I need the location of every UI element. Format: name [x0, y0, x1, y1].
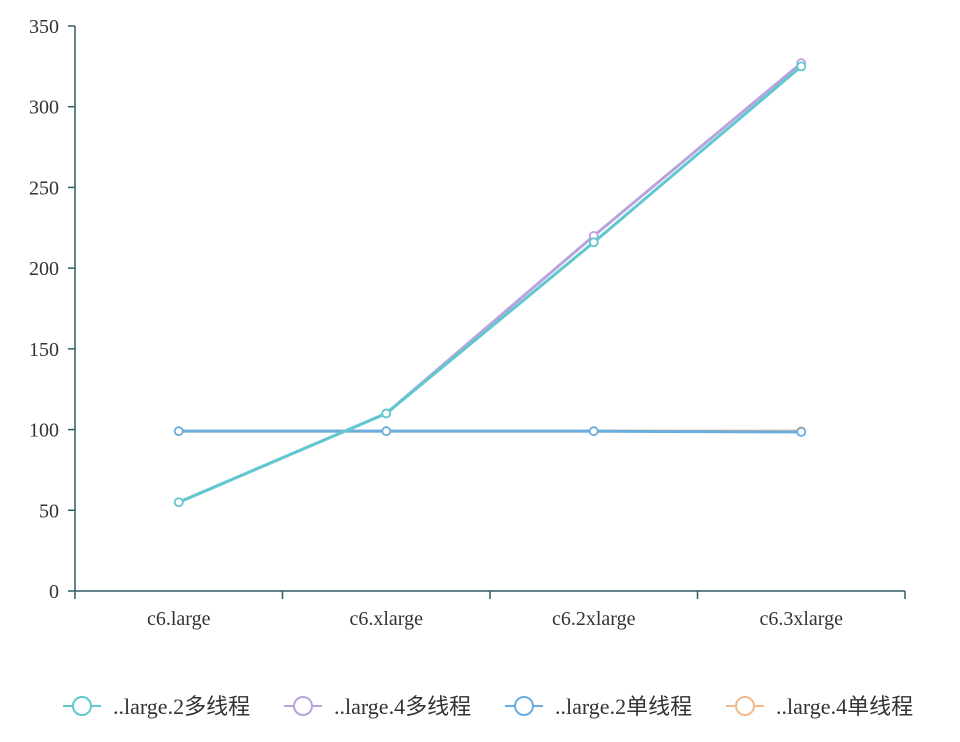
legend-label: ..large.4多线程: [334, 694, 471, 719]
data-point[interactable]: [381, 408, 392, 419]
data-point[interactable]: [796, 427, 807, 437]
x-tick-label: c6.xlarge: [350, 608, 424, 630]
y-tick-label: 50: [39, 500, 59, 522]
series-0: [173, 61, 807, 508]
data-point[interactable]: [796, 61, 807, 72]
series-layer: [173, 58, 807, 508]
legend-label: ..large.2单线程: [555, 694, 692, 719]
legend-item-3[interactable]: ..large.4单线程: [726, 694, 913, 719]
legend-label: ..large.2多线程: [113, 694, 250, 719]
legend-swatch-marker: [293, 696, 313, 716]
y-tick-label: 0: [49, 581, 59, 603]
legend-swatch-marker: [735, 696, 755, 716]
data-point[interactable]: [588, 237, 599, 248]
series-line: [178, 429, 802, 434]
legend-item-2[interactable]: ..large.2单线程: [505, 694, 692, 719]
data-point[interactable]: [588, 426, 599, 437]
y-tick-label: 100: [29, 420, 59, 442]
series-line: [178, 61, 803, 504]
series-2: [173, 426, 807, 437]
x-tick-label: c6.large: [147, 608, 211, 630]
series-1: [173, 58, 807, 508]
legend-item-1[interactable]: ..large.4多线程: [284, 694, 471, 719]
legend-item-0[interactable]: ..large.2多线程: [63, 694, 250, 719]
x-axis: c6.large c6.xlarge c6.2xlarge c6.3xlarge: [74, 590, 906, 630]
legend-swatch-marker: [72, 696, 92, 716]
x-tick-label: c6.2xlarge: [552, 608, 636, 630]
y-tick-label: 200: [29, 258, 59, 280]
data-point[interactable]: [173, 497, 184, 508]
legend-label: ..large.4单线程: [776, 694, 913, 719]
y-tick-label: 150: [29, 339, 59, 361]
series-line: [178, 65, 803, 504]
y-tick-label: 250: [29, 177, 59, 199]
data-point[interactable]: [173, 426, 184, 437]
data-point[interactable]: [381, 426, 392, 437]
y-axis: 0 50 100 150 200 250 300 350: [29, 16, 76, 603]
y-tick-label: 350: [29, 16, 59, 38]
legend: ..large.2多线程 ..large.4多线程 ..large.2单线程 ..la…: [63, 694, 913, 719]
legend-swatch-marker: [514, 696, 534, 716]
x-tick-label: c6.3xlarge: [760, 608, 844, 630]
y-tick-label: 300: [29, 97, 59, 119]
